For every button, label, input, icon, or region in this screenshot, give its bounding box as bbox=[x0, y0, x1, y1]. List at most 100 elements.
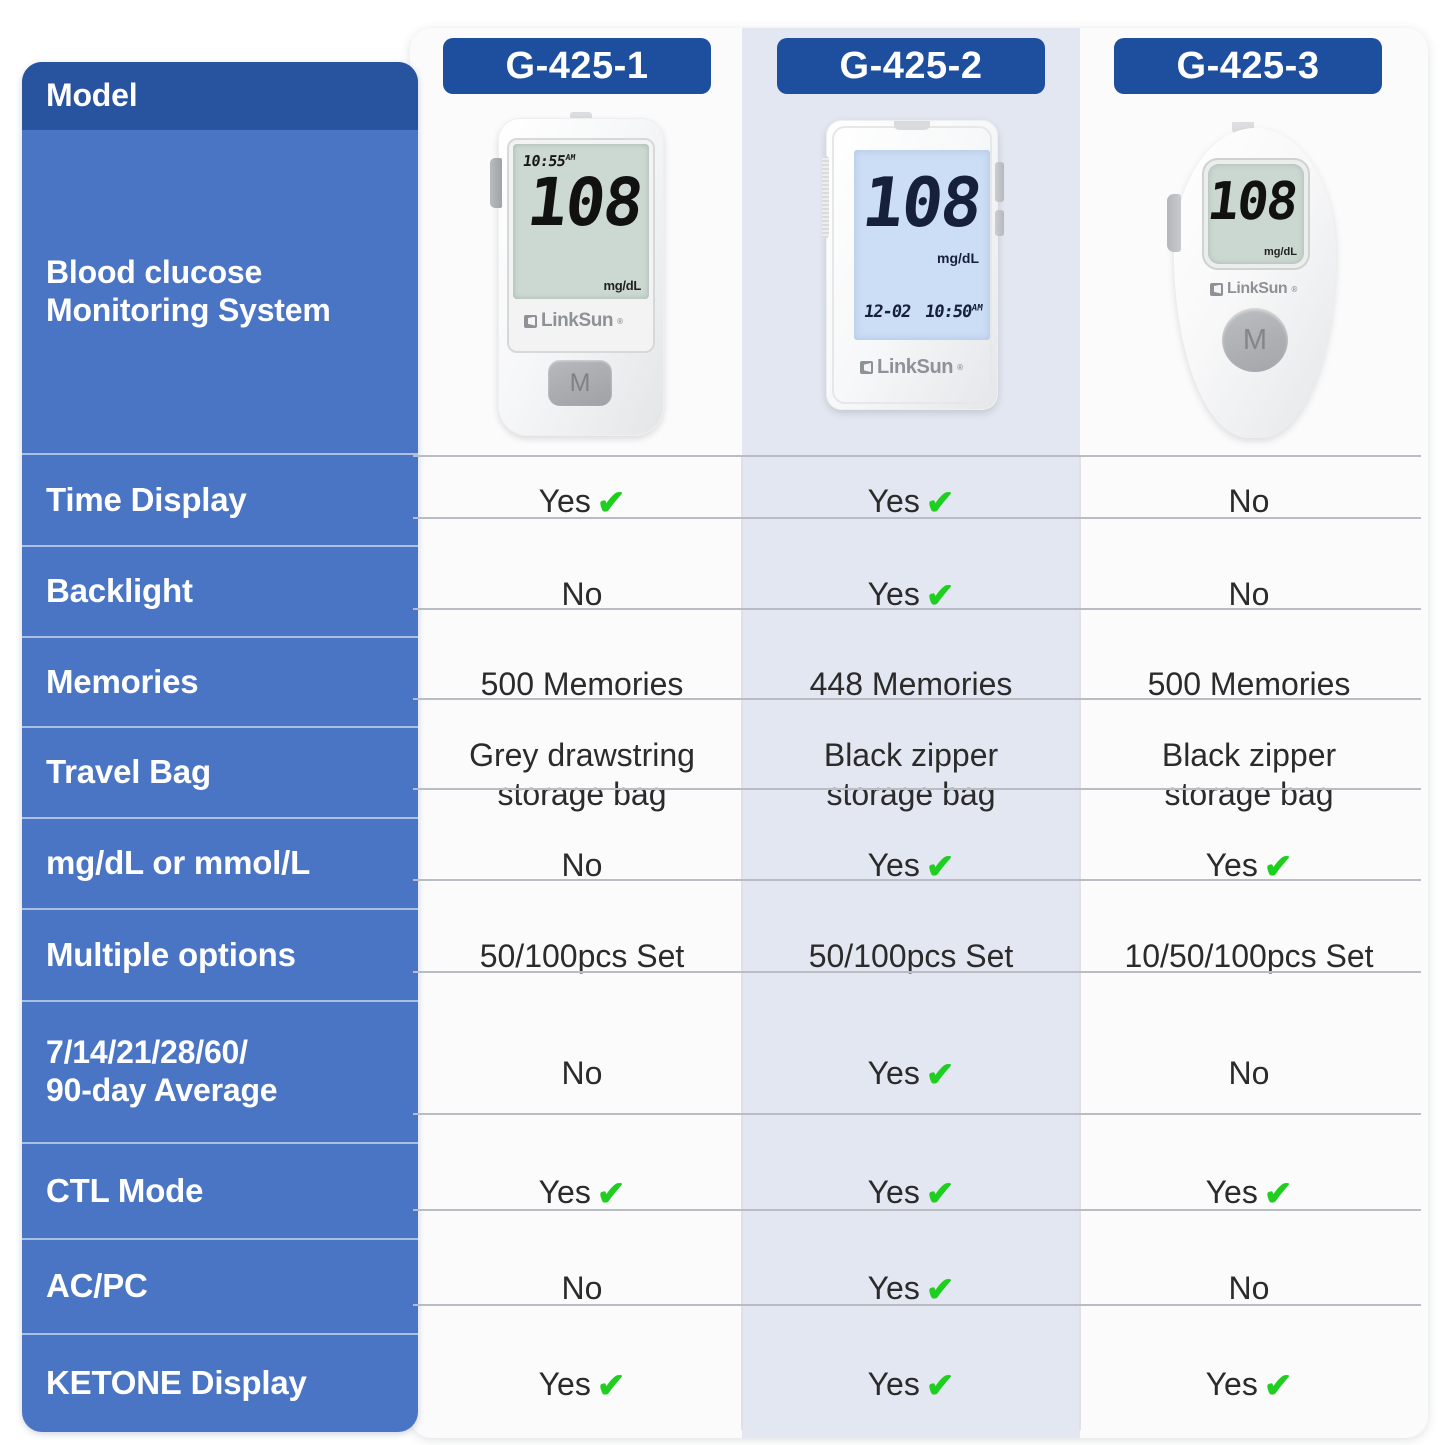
linksun-mark-icon bbox=[860, 361, 873, 374]
cell-text: 50/100pcs Set bbox=[808, 938, 1014, 975]
row-label-text: mg/dL or mmol/L bbox=[46, 844, 311, 882]
checkmark-icon: ✔ bbox=[596, 484, 626, 522]
row-divider bbox=[413, 788, 1421, 790]
device-side-button bbox=[1167, 194, 1181, 252]
memory-button-label: M bbox=[1242, 323, 1268, 356]
column-header-g425-2[interactable]: G-425-2 bbox=[777, 38, 1045, 94]
lcd-glucose-value: 108 bbox=[1204, 172, 1300, 232]
cell-text: Black zipper storage bag bbox=[1161, 736, 1337, 812]
linksun-logo: LinkSun ® bbox=[524, 310, 623, 332]
cell-text: 10/50/100pcs Set bbox=[1124, 938, 1374, 975]
row-label-text: Model bbox=[46, 77, 138, 114]
memory-button[interactable]: M bbox=[548, 360, 612, 406]
cell-averages-g425-3: No bbox=[1080, 1003, 1418, 1145]
cell-time_display-g425-3: No bbox=[1080, 455, 1418, 549]
cell-text: No bbox=[1228, 575, 1270, 612]
checkmark-icon: ✔ bbox=[925, 1175, 955, 1213]
row-label-text: KETONE Display bbox=[46, 1364, 307, 1402]
lcd-unit: mg/dL bbox=[1264, 246, 1297, 258]
row-label-product: Blood clucose Monitoring System bbox=[22, 130, 418, 455]
cell-text: 448 Memories bbox=[809, 666, 1013, 703]
cell-averages-g425-1: No bbox=[413, 1003, 751, 1145]
device-lcd-screen: 108 mg/dL bbox=[1204, 164, 1304, 264]
cell-text: Yes bbox=[867, 1174, 920, 1211]
lcd-unit: mg/dL bbox=[937, 250, 979, 266]
row-label-time-display: Time Display bbox=[22, 455, 418, 547]
cell-text: No bbox=[561, 575, 603, 612]
cell-text: Yes bbox=[867, 1269, 920, 1306]
registered-mark: ® bbox=[617, 316, 623, 326]
row-divider bbox=[413, 971, 1421, 973]
column-header-label: G-425-1 bbox=[505, 44, 649, 87]
cell-memories-g425-3: 500 Memories bbox=[1080, 640, 1418, 730]
row-label-text: CTL Mode bbox=[46, 1171, 204, 1209]
linksun-logo-text: LinkSun bbox=[877, 356, 954, 378]
row-divider bbox=[413, 455, 1421, 457]
cell-units-g425-1: No bbox=[413, 820, 751, 911]
column-header-label: G-425-3 bbox=[1176, 44, 1320, 87]
checkmark-icon: ✔ bbox=[925, 1366, 955, 1405]
linksun-logo: LinkSun ® bbox=[1210, 280, 1297, 298]
cell-text: Yes bbox=[538, 1365, 591, 1402]
lcd-date: 12-02 bbox=[862, 302, 912, 322]
row-label-ctl-mode: CTL Mode bbox=[22, 1144, 418, 1240]
column-header-g425-1[interactable]: G-425-1 bbox=[443, 38, 711, 94]
device-side-button-upper bbox=[995, 162, 1004, 202]
cell-text: Black zipper storage bag bbox=[823, 736, 999, 812]
row-divider bbox=[413, 517, 1421, 519]
feature-label-column: Model Blood clucose Monitoring System Ti… bbox=[22, 62, 418, 1432]
memory-button[interactable]: M bbox=[1222, 308, 1288, 372]
cell-travel_bag-g425-3: Black zipper storage bag bbox=[1080, 730, 1418, 820]
cell-ac_pc-g425-2: Yes ✔ bbox=[742, 1241, 1080, 1336]
cell-text: Yes bbox=[867, 575, 920, 612]
cell-text: No bbox=[561, 846, 603, 883]
cell-text: Yes bbox=[867, 1055, 920, 1092]
device-side-button-lower bbox=[995, 210, 1004, 236]
device-strip-port bbox=[822, 156, 829, 238]
cell-text: Yes bbox=[1205, 846, 1258, 883]
cell-memories-g425-2: 448 Memories bbox=[742, 640, 1080, 730]
checkmark-icon: ✔ bbox=[925, 1056, 955, 1094]
lcd-ampm-text: AM bbox=[970, 303, 984, 314]
device-top-nub bbox=[570, 112, 592, 123]
checkmark-icon: ✔ bbox=[925, 576, 955, 615]
cell-travel_bag-g425-2: Black zipper storage bag bbox=[742, 730, 1080, 820]
cell-text: No bbox=[1228, 1055, 1270, 1092]
cell-text: Yes bbox=[1205, 1174, 1258, 1211]
product-image-g425-2: 108 mg/dL 12-02 10:50AM LinkSun ® bbox=[812, 112, 1012, 412]
cell-units-g425-2: Yes ✔ bbox=[742, 820, 1080, 911]
cell-time_display-g425-1: Yes ✔ bbox=[413, 455, 751, 549]
cell-text: Yes bbox=[1205, 1365, 1258, 1402]
cell-multiple_options-g425-2: 50/100pcs Set bbox=[742, 911, 1080, 1003]
cell-text: Yes bbox=[867, 1365, 920, 1402]
cell-text: Yes bbox=[538, 1174, 591, 1211]
lcd-ampm-text: AM bbox=[565, 153, 576, 162]
row-label-memories: Memories bbox=[22, 638, 418, 728]
lcd-unit: mg/dL bbox=[603, 278, 642, 293]
lcd-glucose-value: 108 bbox=[523, 164, 646, 241]
column-divider bbox=[741, 455, 743, 1430]
cell-text: 50/100pcs Set bbox=[479, 938, 685, 975]
row-divider bbox=[413, 879, 1421, 881]
column-header-g425-3[interactable]: G-425-3 bbox=[1114, 38, 1382, 94]
memory-button-label: M bbox=[569, 368, 591, 397]
cell-text: Yes bbox=[538, 483, 591, 520]
cell-time_display-g425-2: Yes ✔ bbox=[742, 455, 1080, 549]
cell-text: No bbox=[1228, 483, 1270, 520]
cell-travel_bag-g425-1: Grey drawstring storage bag bbox=[413, 730, 751, 820]
checkmark-icon: ✔ bbox=[1263, 1175, 1293, 1213]
linksun-mark-icon bbox=[1210, 282, 1223, 296]
row-label-model: Model bbox=[22, 62, 418, 130]
device-lcd-screen-backlit: 108 mg/dL 12-02 10:50AM bbox=[854, 150, 990, 340]
product-image-g425-1: 10:55AM 108 mg/dL LinkSun ® M bbox=[480, 112, 682, 442]
row-divider bbox=[413, 608, 1421, 610]
cell-ctl_mode-g425-3: Yes ✔ bbox=[1080, 1145, 1418, 1241]
checkmark-icon: ✔ bbox=[596, 1175, 626, 1213]
row-label-text: AC/PC bbox=[46, 1267, 148, 1305]
checkmark-icon: ✔ bbox=[925, 484, 955, 522]
column-divider bbox=[1079, 455, 1081, 1430]
row-label-ac-pc: AC/PC bbox=[22, 1240, 418, 1335]
device-top-nub bbox=[894, 121, 930, 130]
lcd-time-text: 10:50 bbox=[923, 302, 973, 322]
